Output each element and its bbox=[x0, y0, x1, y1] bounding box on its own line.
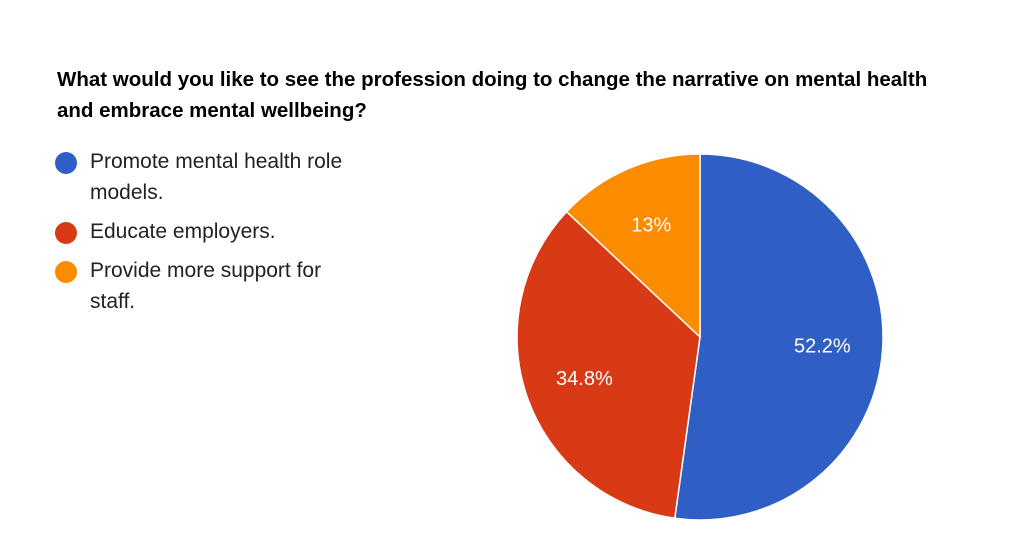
legend-swatch bbox=[55, 152, 77, 174]
legend-item-promote-role-models[interactable]: Promote mental health role models. bbox=[55, 146, 375, 208]
legend-item-educate-employers[interactable]: Educate employers. bbox=[55, 216, 375, 247]
slice-data-label: 34.8% bbox=[556, 368, 613, 390]
legend-swatch bbox=[55, 222, 77, 244]
legend-label: Educate employers. bbox=[90, 220, 276, 243]
chart-title: What would you like to see the professio… bbox=[57, 68, 928, 122]
pie-slice[interactable] bbox=[565, 153, 701, 339]
slice-data-label: 52.2% bbox=[794, 335, 851, 357]
pie-slice[interactable] bbox=[516, 210, 701, 520]
legend-label: Promote mental health role models. bbox=[90, 150, 343, 204]
legend-label: Provide more support for staff. bbox=[90, 259, 322, 313]
slice-data-label: 13% bbox=[631, 214, 671, 236]
legend-swatch bbox=[55, 261, 77, 283]
legend: Promote mental health role models. Educa… bbox=[55, 146, 375, 325]
pie-slice[interactable] bbox=[673, 153, 884, 521]
legend-item-support-staff[interactable]: Provide more support for staff. bbox=[55, 255, 375, 317]
